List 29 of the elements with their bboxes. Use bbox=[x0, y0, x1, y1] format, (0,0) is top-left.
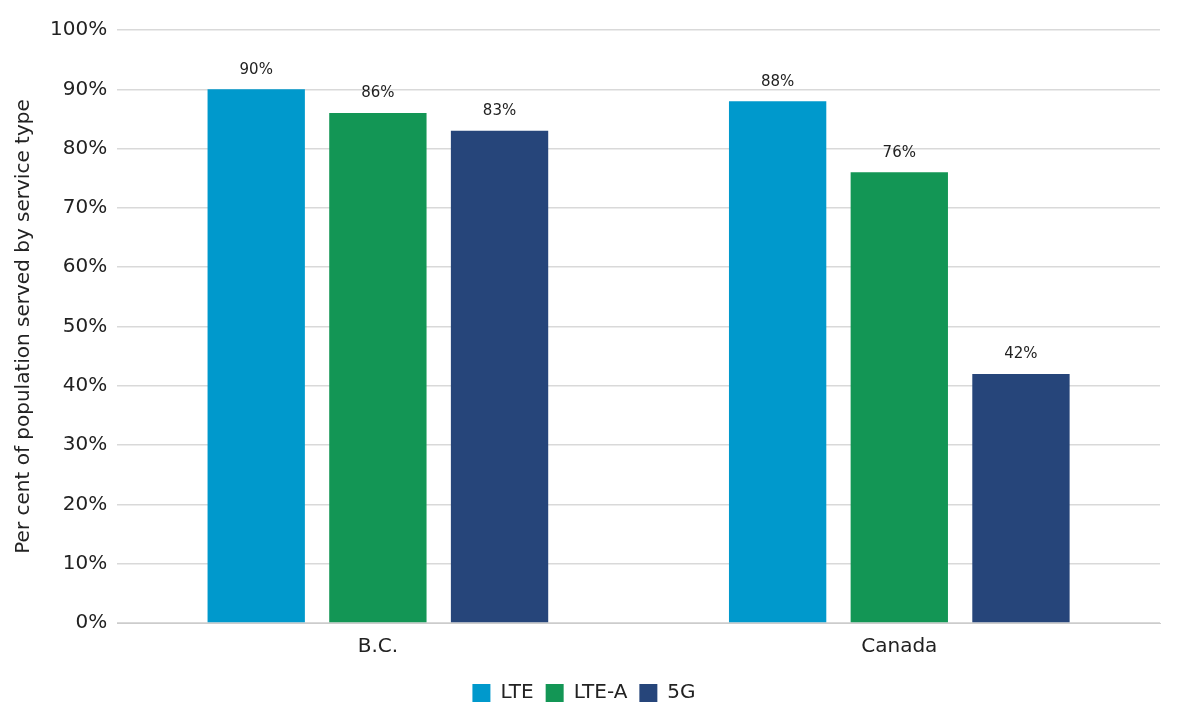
y-tick-label: 90% bbox=[62, 75, 108, 100]
y-tick-label: 40% bbox=[62, 372, 108, 396]
y-tick-label: 60% bbox=[62, 253, 108, 278]
bar bbox=[450, 130, 549, 623]
bar bbox=[329, 113, 427, 623]
data-label: 88% bbox=[760, 71, 795, 90]
y-tick-label: 30% bbox=[62, 431, 108, 456]
x-tick-label: Canada bbox=[861, 633, 938, 658]
y-tick-label: 50% bbox=[62, 312, 108, 337]
y-tick-label: 100% bbox=[49, 16, 108, 41]
y-tick-label: 80% bbox=[62, 134, 108, 159]
bar bbox=[972, 373, 1070, 623]
bar bbox=[207, 89, 305, 623]
y-tick-label: 70% bbox=[62, 194, 108, 219]
legend-label: LTE-A bbox=[573, 679, 628, 704]
y-axis-title: Per cent of population served by service type bbox=[10, 99, 35, 554]
y-tick-label: 20% bbox=[62, 490, 108, 515]
y-tick-label: 10% bbox=[62, 549, 108, 574]
bar bbox=[728, 101, 827, 623]
bar bbox=[850, 172, 948, 623]
x-tick-label: B.C. bbox=[357, 633, 399, 658]
data-label: 86% bbox=[361, 83, 395, 102]
data-label: 83% bbox=[482, 101, 517, 120]
legend-label: LTE bbox=[500, 679, 534, 704]
legend-label: 5G bbox=[667, 679, 696, 704]
y-tick-label: 0% bbox=[75, 609, 108, 634]
data-label: 90% bbox=[239, 59, 273, 78]
data-label: 76% bbox=[882, 142, 916, 161]
data-label: 42% bbox=[1004, 344, 1038, 363]
